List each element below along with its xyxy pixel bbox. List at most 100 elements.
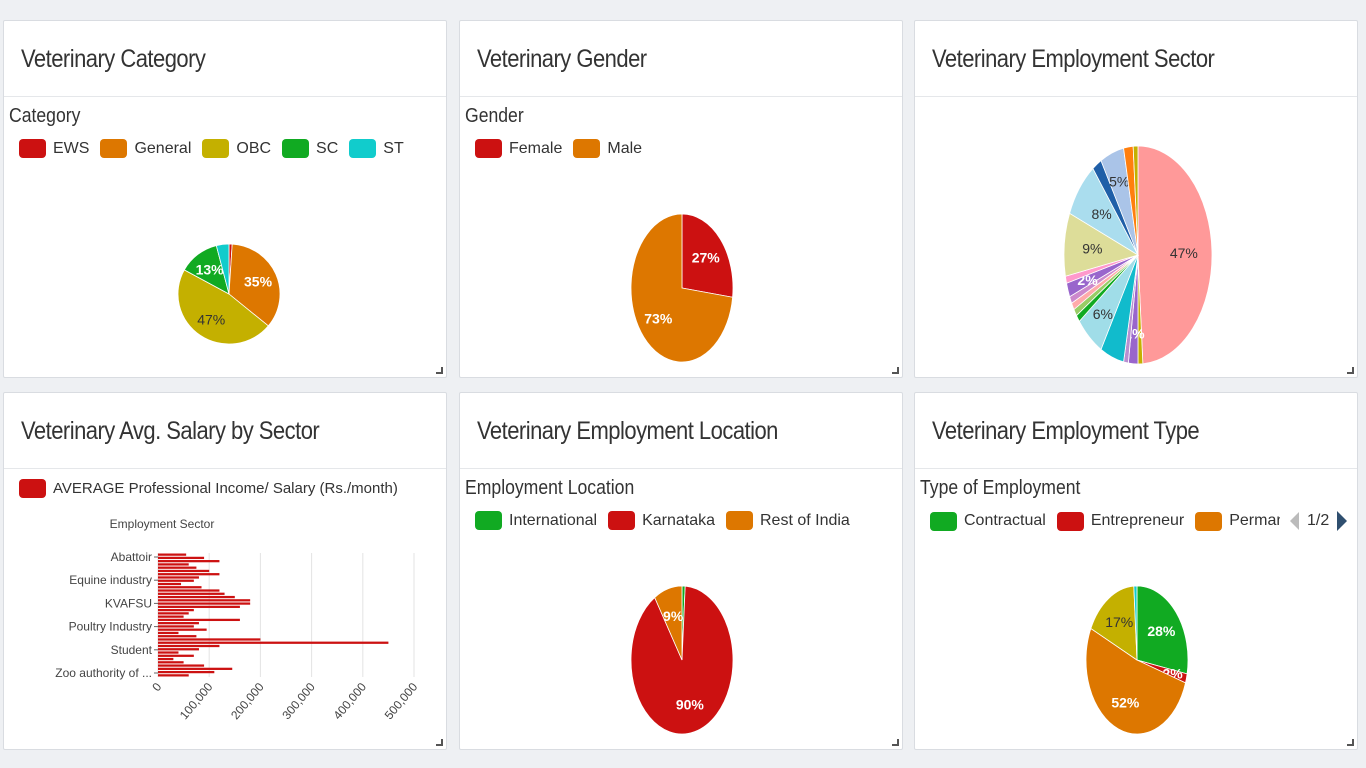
y-tick-label: Equine industry xyxy=(69,573,152,587)
pie-slice[interactable] xyxy=(681,213,734,298)
legend-label: Entrepreneur xyxy=(1090,512,1185,529)
resize-handle[interactable] xyxy=(892,739,899,746)
legend-item[interactable]: SC xyxy=(282,139,338,158)
slice-label: 6% xyxy=(1093,306,1113,322)
legend-item[interactable]: Rest of India xyxy=(726,511,850,530)
legend-swatch xyxy=(19,139,46,158)
salary-bar[interactable] xyxy=(158,631,179,635)
legend-item[interactable]: AVERAGE Professional Income/ Salary (Rs.… xyxy=(19,479,398,498)
salary-bar[interactable] xyxy=(158,657,174,661)
pie-slice[interactable] xyxy=(1133,585,1138,661)
salary-bar[interactable] xyxy=(158,615,184,618)
salary-bar[interactable] xyxy=(158,563,189,566)
salary-bar[interactable] xyxy=(158,661,184,664)
legend-prev-icon[interactable] xyxy=(1290,512,1299,530)
y-tick-label: Abattoir xyxy=(111,550,152,564)
salary-bar[interactable] xyxy=(158,612,189,615)
legend-item[interactable]: General xyxy=(100,139,191,158)
legend-item[interactable]: Male xyxy=(573,139,642,158)
salary-bar[interactable] xyxy=(158,644,220,648)
resize-handle[interactable] xyxy=(892,367,899,374)
salary-bar[interactable] xyxy=(158,674,189,677)
resize-handle[interactable] xyxy=(1347,739,1354,746)
legend-pager: 1/2 xyxy=(1284,511,1348,531)
x-tick-label: 400,000 xyxy=(330,680,369,722)
salary-bar[interactable] xyxy=(158,556,205,560)
legend-swatch xyxy=(100,139,128,158)
salary-bar[interactable] xyxy=(158,622,199,625)
salary-bar[interactable] xyxy=(158,592,225,595)
salary-bar[interactable] xyxy=(158,569,210,573)
salary-bar[interactable] xyxy=(158,667,233,670)
salary-bar[interactable] xyxy=(158,618,240,622)
panel-header: Veterinary Gender xyxy=(460,21,902,97)
salary-bar[interactable] xyxy=(158,589,220,592)
salary-bar[interactable] xyxy=(158,648,199,651)
legend-item[interactable]: EWS xyxy=(19,139,89,158)
legend-swatch xyxy=(930,511,957,531)
legend-label: Rest of India xyxy=(760,511,850,529)
legend-item[interactable]: Female xyxy=(475,139,562,158)
legend-item[interactable]: Entrepreneur xyxy=(1056,511,1185,531)
legend-swatch xyxy=(608,511,636,530)
salary-bar[interactable] xyxy=(158,654,194,657)
pie-slice[interactable] xyxy=(1136,585,1189,675)
pie-slice[interactable] xyxy=(1090,585,1138,661)
pie-slice[interactable] xyxy=(1085,627,1186,735)
salary-bar[interactable] xyxy=(158,625,194,628)
salary-bar[interactable] xyxy=(158,579,194,582)
salary-bar[interactable] xyxy=(158,602,251,605)
salary-bar[interactable] xyxy=(158,605,240,608)
legend-swatch xyxy=(1195,511,1223,531)
resize-handle[interactable] xyxy=(436,367,443,374)
legend-item[interactable]: Karnataka xyxy=(608,511,715,530)
legend-page-indicator: 1/2 xyxy=(1307,512,1330,529)
pie-slice[interactable] xyxy=(177,269,269,345)
pie-slice[interactable] xyxy=(1137,145,1213,365)
salary-bar[interactable] xyxy=(158,641,389,644)
salary-bar[interactable] xyxy=(158,670,215,674)
salary-bar[interactable] xyxy=(158,553,187,556)
slice-label: 9% xyxy=(1082,240,1102,256)
salary-bar[interactable] xyxy=(158,573,220,576)
legend-label: Contractual xyxy=(964,512,1046,529)
pie-slice[interactable] xyxy=(654,585,683,661)
legend-item[interactable]: International xyxy=(475,511,597,530)
resize-handle[interactable] xyxy=(436,739,443,746)
gender-pie-chart: 27% 73% xyxy=(630,213,734,363)
legend-swatch xyxy=(202,139,230,158)
panel-title: Veterinary Employment Type xyxy=(932,417,1200,445)
slice-label: 47% xyxy=(1170,245,1198,261)
panel-title: Veterinary Gender xyxy=(477,45,647,73)
legend-label: Karnataka xyxy=(642,511,715,529)
salary-bar[interactable] xyxy=(158,638,261,641)
legend-title: Employment Location xyxy=(465,477,635,499)
legend-label: EWS xyxy=(53,139,90,157)
legend-item[interactable]: OBC xyxy=(202,139,271,158)
salary-bar[interactable] xyxy=(158,651,179,654)
salary-bar[interactable] xyxy=(158,560,220,563)
legend-item[interactable]: Permanent xyxy=(1195,511,1280,531)
salary-bar[interactable] xyxy=(158,628,207,631)
pie-slice[interactable] xyxy=(228,243,281,327)
salary-bar[interactable] xyxy=(158,635,197,638)
salary-bar[interactable] xyxy=(158,664,205,667)
salary-bar[interactable] xyxy=(158,566,197,569)
salary-bar[interactable] xyxy=(158,586,202,589)
legend-items: Contractual Entrepreneur Permanent xyxy=(930,511,1280,531)
legend-next-icon[interactable] xyxy=(1337,511,1348,531)
salary-bar[interactable] xyxy=(158,576,199,579)
salary-bar[interactable] xyxy=(158,608,194,612)
slice-label: 52% xyxy=(1111,695,1140,711)
legend-item[interactable]: Contractual xyxy=(930,511,1046,531)
salary-bar[interactable] xyxy=(158,599,251,602)
pie-slice[interactable] xyxy=(215,243,230,295)
salary-bar[interactable] xyxy=(158,595,235,599)
legend-item[interactable]: ST xyxy=(349,139,404,158)
chart-legend: Female Male xyxy=(475,139,653,158)
pie-slice[interactable] xyxy=(630,213,734,363)
resize-handle[interactable] xyxy=(1347,367,1354,374)
pie-slice[interactable] xyxy=(1132,145,1139,256)
panel-header: Veterinary Employment Type xyxy=(915,393,1357,469)
salary-bar[interactable] xyxy=(158,582,182,586)
